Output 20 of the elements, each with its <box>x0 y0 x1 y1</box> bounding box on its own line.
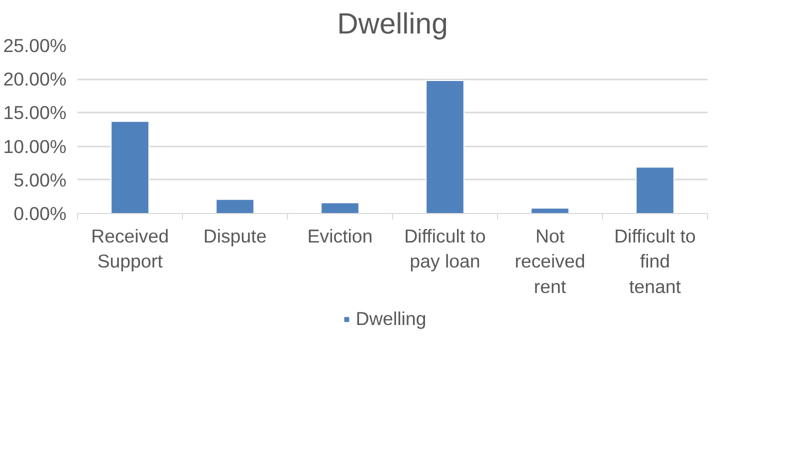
bar <box>530 208 570 214</box>
x-tick-label: Not received rent <box>514 226 586 297</box>
y-tick-label: 0.00% <box>14 203 67 224</box>
bar <box>216 198 254 214</box>
legend-label: Dwelling <box>356 308 426 330</box>
y-tick-label: 20.00% <box>3 68 67 90</box>
x-tick-label: Dispute <box>203 226 267 246</box>
bar <box>110 120 150 214</box>
y-tick-label: 25.00% <box>3 35 67 56</box>
y-tick-label: 15.00% <box>3 102 67 124</box>
x-tick-label: Difficult to pay loan <box>404 226 486 272</box>
y-tick-label: 10.00% <box>3 136 67 157</box>
x-tick-label: Received Support <box>91 226 169 272</box>
bar <box>426 80 464 214</box>
bar <box>320 202 360 214</box>
bar <box>636 166 674 214</box>
chart-title: Dwelling <box>337 8 448 40</box>
x-tick-label: Difficult to find tenant <box>614 226 696 297</box>
x-tick-label: Eviction <box>307 226 373 246</box>
y-tick-label: 5.00% <box>14 169 67 190</box>
